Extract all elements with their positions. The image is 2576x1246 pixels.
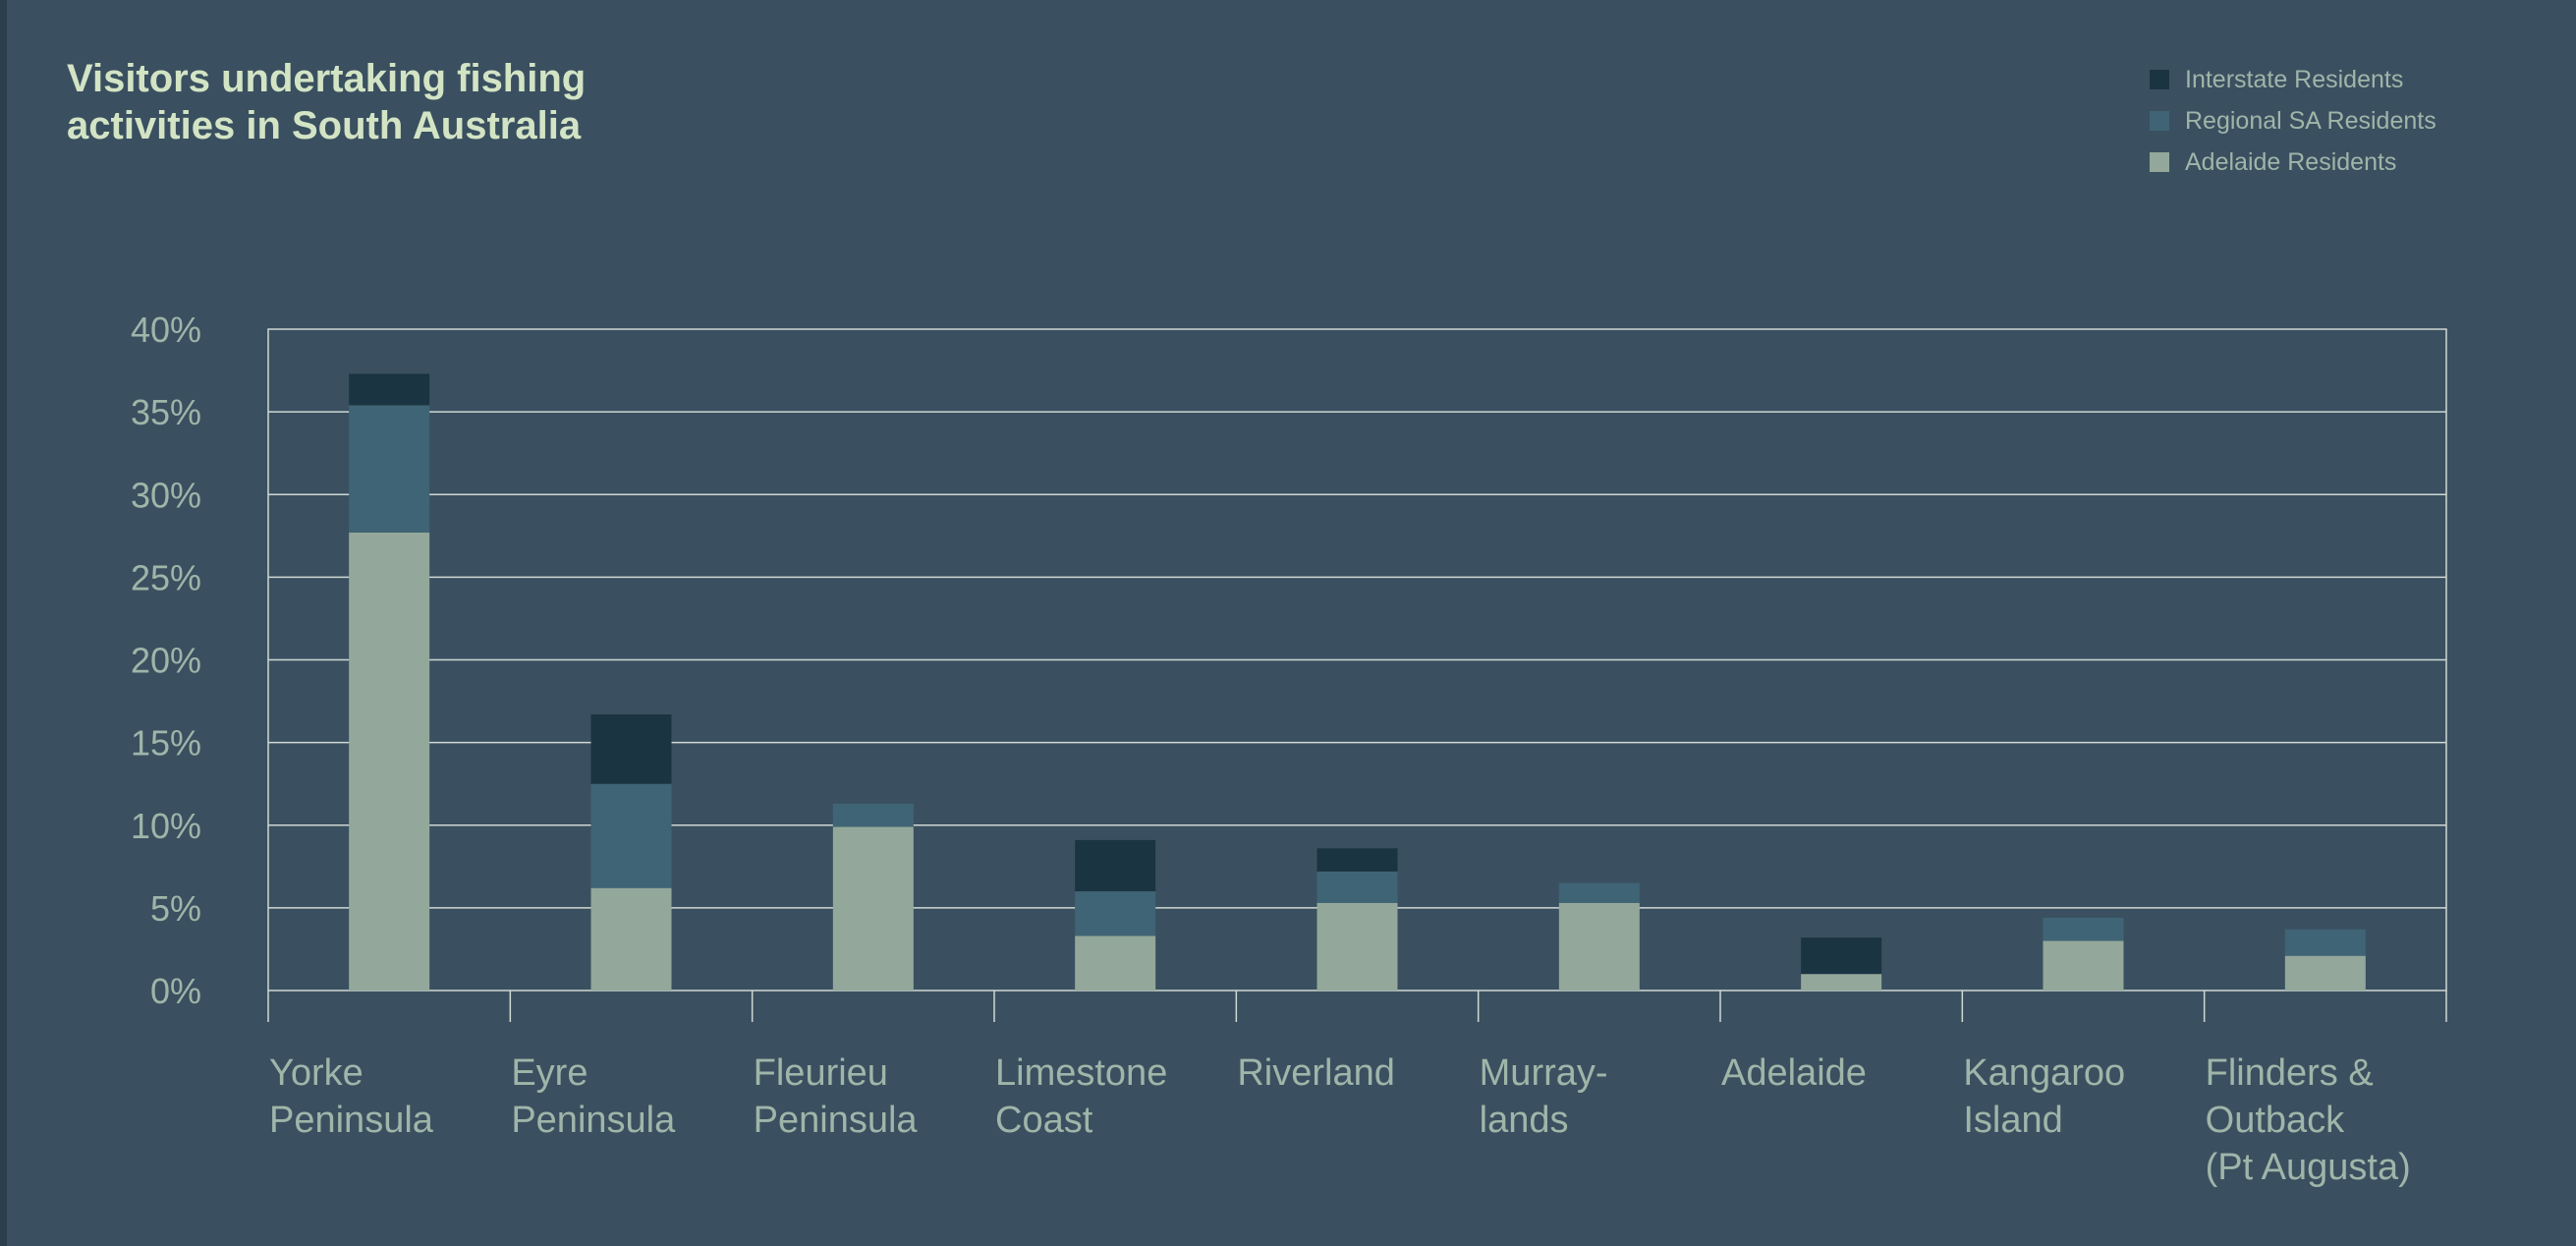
y-tick-label: 20%	[131, 641, 201, 681]
y-tick-label: 5%	[150, 888, 201, 929]
x-category-label: Flinders & Outback (Pt Augusta)	[2206, 1052, 2411, 1188]
x-category-label-line: Flinders &	[2206, 1052, 2374, 1094]
bar-segment-regional-sa-residents	[1316, 871, 1398, 903]
bar-segment-regional-sa-residents	[1075, 891, 1156, 936]
x-category-label-line: Peninsula	[511, 1100, 676, 1141]
x-category-label: Limestone Coast	[995, 1052, 1167, 1141]
bar-segment-adelaide-residents	[1801, 974, 1882, 991]
x-category-label-line: Peninsula	[269, 1100, 434, 1141]
x-category-label: Murray-lands	[1480, 1052, 1608, 1141]
x-category-label-line: Peninsula	[754, 1100, 919, 1141]
legend-swatch-regional-sa-residents	[2150, 111, 2169, 131]
bar-segment-regional-sa-residents	[2284, 929, 2366, 956]
x-category-label-line: Island	[1963, 1100, 2062, 1141]
bar-segment-adelaide-residents	[2284, 955, 2366, 991]
x-category-label-line: Kangaroo	[1963, 1052, 2125, 1094]
legend-item-adelaide-residents: Adelaide Residents	[2150, 142, 2436, 183]
x-category-label-line: Adelaide	[1721, 1052, 1867, 1094]
bar-segment-adelaide-residents	[1316, 902, 1398, 991]
x-category-label: Riverland	[1237, 1052, 1395, 1094]
x-category-label-line: Limestone	[995, 1052, 1167, 1094]
bar-segment-adelaide-residents	[590, 887, 672, 991]
legend-label-interstate-residents: Interstate Residents	[2185, 65, 2404, 93]
x-category-label-line: lands	[1480, 1100, 1569, 1141]
x-category-label-line: (Pt Augusta)	[2206, 1147, 2411, 1188]
y-tick-label: 10%	[131, 806, 201, 846]
x-category-label-line: Outback	[2206, 1100, 2346, 1141]
bar-segment-adelaide-residents	[1558, 902, 1640, 991]
x-category-label-line: Murray-	[1480, 1052, 1608, 1094]
bar-segment-interstate-residents	[1801, 937, 1882, 975]
bar-segment-interstate-residents	[349, 373, 430, 406]
bar-segment-regional-sa-residents	[832, 803, 914, 827]
bar-segment-adelaide-residents	[349, 532, 430, 991]
y-tick-label: 25%	[131, 557, 201, 597]
legend-label-regional-sa-residents: Regional SA Residents	[2185, 106, 2436, 135]
legend-swatch-interstate-residents	[2150, 70, 2169, 89]
bar-segment-interstate-residents	[1316, 848, 1398, 872]
bar-segment-adelaide-residents	[832, 826, 914, 991]
chart-title: Visitors undertaking fishing activities …	[67, 55, 755, 149]
x-category-label-line: Riverland	[1237, 1052, 1395, 1094]
bar-segment-regional-sa-residents	[2043, 917, 2124, 941]
bar-segment-regional-sa-residents	[1558, 882, 1640, 903]
bar-segment-interstate-residents	[1075, 839, 1156, 892]
bar-segment-regional-sa-residents	[349, 405, 430, 533]
y-tick-label: 15%	[131, 723, 201, 764]
chart-title-line-2: activities in South Australia	[67, 104, 582, 147]
y-tick-label: 30%	[131, 475, 201, 515]
chart-title-line-1: Visitors undertaking fishing	[67, 57, 587, 100]
x-category-label: Yorke Peninsula	[269, 1052, 434, 1141]
legend-label-adelaide-residents: Adelaide Residents	[2185, 147, 2397, 176]
x-category-label-line: Fleurieu	[754, 1052, 888, 1094]
bar-segment-interstate-residents	[590, 714, 672, 784]
x-category-label: Eyre Peninsula	[511, 1052, 676, 1141]
bar-segment-adelaide-residents	[1075, 935, 1156, 991]
y-tick-label: 40%	[131, 310, 201, 350]
y-tick-label: 0%	[150, 971, 201, 1011]
x-category-label-line: Eyre	[511, 1052, 588, 1094]
legend-swatch-adelaide-residents	[2150, 152, 2169, 172]
bar-segment-regional-sa-residents	[590, 783, 672, 888]
bar-segment-adelaide-residents	[2043, 940, 2124, 991]
chart-legend: Interstate Residents Regional SA Residen…	[2150, 59, 2436, 183]
x-category-label-line: Coast	[995, 1100, 1093, 1141]
x-category-label: Adelaide	[1721, 1052, 1867, 1094]
legend-item-regional-sa-residents: Regional SA Residents	[2150, 100, 2436, 142]
y-tick-label: 35%	[131, 392, 201, 432]
x-category-label-line: Yorke	[269, 1052, 364, 1094]
left-edge-strip	[0, 0, 7, 1246]
x-category-label: Kangaroo Island	[1963, 1052, 2125, 1141]
legend-item-interstate-residents: Interstate Residents	[2150, 59, 2436, 100]
x-category-label: Fleurieu Peninsula	[754, 1052, 919, 1141]
